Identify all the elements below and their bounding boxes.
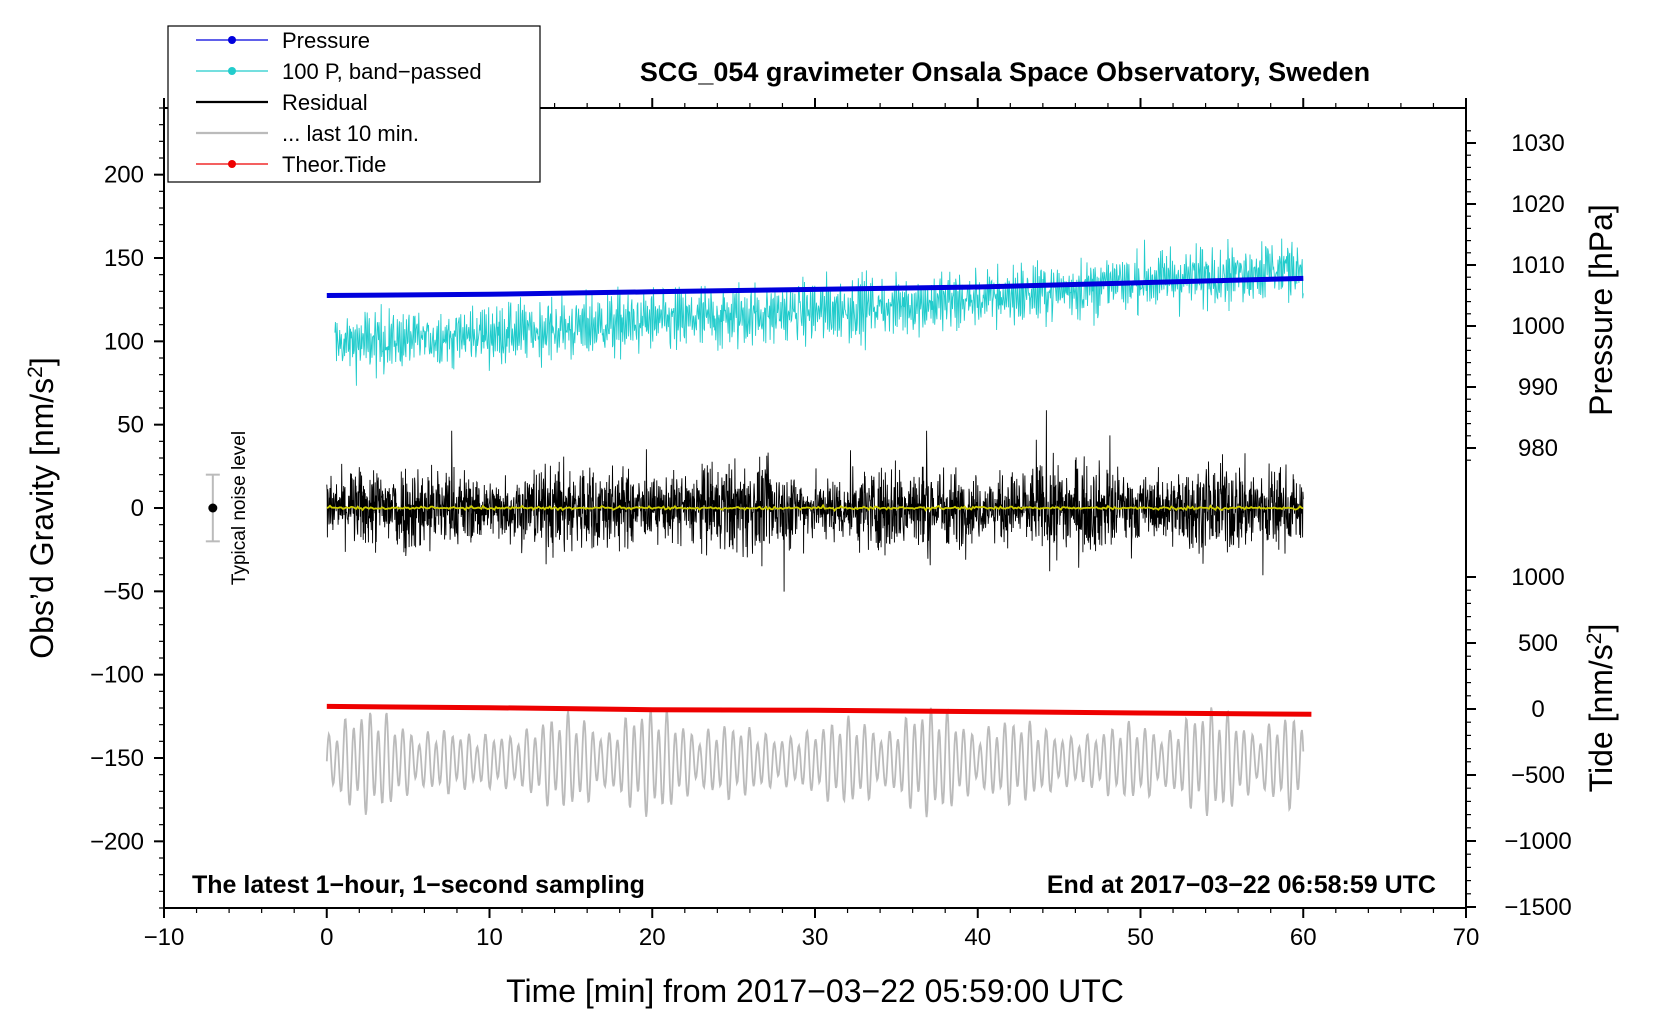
legend-label: Pressure	[282, 28, 370, 53]
pressure-tick-label: 1000	[1511, 313, 1564, 340]
y-tick-label: 50	[117, 412, 144, 439]
noise-center-dot	[208, 503, 218, 513]
tide-tick-label: −1000	[1504, 828, 1571, 855]
chart-title: SCG_054 gravimeter Onsala Space Observat…	[640, 57, 1370, 87]
legend-label: 100 P, band−passed	[282, 59, 482, 84]
y-tick-label: −50	[103, 578, 144, 605]
tide-tick-label: 500	[1518, 630, 1558, 657]
pressure-tick-label: 1030	[1511, 130, 1564, 157]
y-axis-label-tide: Tide [nm/s2]	[1583, 624, 1620, 793]
y-tick-label: 0	[131, 495, 144, 522]
series-pressure	[326, 275, 1304, 298]
y-tick-label: 150	[104, 245, 144, 272]
y-label-tide-sup: 2	[1583, 633, 1606, 645]
noise-indicator: Typical noise level	[205, 431, 250, 585]
noise-label: Typical noise level	[229, 431, 250, 585]
x-tick-label: 20	[639, 924, 666, 951]
y-tick-label: −200	[90, 828, 144, 855]
x-tick-label: 0	[320, 924, 333, 951]
y-label-tide-close: ]	[1583, 624, 1619, 633]
y-label-gravity-sup: 2	[24, 366, 47, 378]
annotation-sampling: The latest 1−hour, 1−second sampling	[192, 871, 645, 899]
tide-tick-label: 1000	[1511, 564, 1564, 591]
legend-label: ... last 10 min.	[282, 121, 419, 146]
pressure-tick-label: 1010	[1511, 252, 1564, 279]
y-label-gravity-text: Obs’d Gravity [nm/s	[24, 378, 60, 659]
series-residual-smoothed	[326, 503, 1304, 513]
y-axis-label-pressure: Pressure [hPa]	[1583, 204, 1619, 416]
pressure-tick-label: 990	[1518, 374, 1558, 401]
pressure-tick-label: 980	[1518, 435, 1558, 462]
series-residual	[326, 410, 1304, 592]
legend-items: Pressure 100 P, band−passed Residual ... la…	[196, 28, 482, 177]
tide-tick-label: −500	[1511, 762, 1565, 789]
legend-box	[167, 25, 541, 183]
annotation-end-time: End at 2017−03−22 06:58:59 UTC	[1047, 871, 1436, 899]
y-tick-label: 100	[104, 328, 144, 355]
series-theoretical-tide	[326, 703, 1312, 717]
x-tick-label: 40	[964, 924, 991, 951]
series-layer	[325, 238, 1312, 818]
legend-label: Theor.Tide	[282, 152, 386, 177]
tide-tick-label: 0	[1531, 696, 1544, 723]
legend-label: Residual	[282, 90, 368, 115]
y-axis-label-gravity: Obs’d Gravity [nm/s2]	[24, 357, 61, 659]
legend-marker	[228, 36, 236, 44]
x-tick-label: 50	[1127, 924, 1154, 951]
series-band-passed-pressure	[334, 238, 1304, 386]
legend-marker	[228, 160, 236, 168]
x-tick-label: 60	[1290, 924, 1317, 951]
x-tick-label: −10	[144, 924, 185, 951]
y-tick-label: 200	[104, 162, 144, 189]
pressure-tick-label: 1020	[1511, 191, 1564, 218]
x-tick-label: 30	[802, 924, 829, 951]
x-tick-label: 10	[476, 924, 503, 951]
tide-tick-label: −1500	[1504, 894, 1571, 921]
y-tick-label: −100	[90, 662, 144, 689]
y-label-tide-text: Tide [nm/s	[1583, 644, 1619, 792]
x-tick-label: 70	[1453, 924, 1480, 951]
series-last-10-min	[325, 707, 1305, 818]
y-label-gravity-close: ]	[24, 357, 60, 366]
axes-layer: −10 0 10 20 30 40 50 60 70200150100500−50−100−15…	[90, 98, 1572, 951]
legend: Pressure 100 P, band−passed Residual ... la…	[167, 25, 541, 183]
x-axis-label: Time [min] from 2017−03−22 05:59:00 UTC	[506, 973, 1124, 1009]
y-tick-label: −150	[90, 745, 144, 772]
legend-marker	[228, 67, 236, 75]
